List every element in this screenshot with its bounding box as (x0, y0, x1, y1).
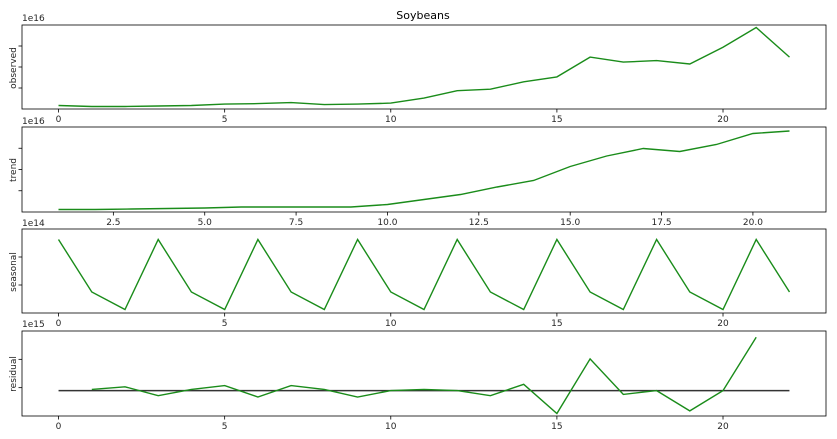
residual-xtick-label: 15 (551, 422, 562, 432)
seasonal-yticks (18, 256, 22, 286)
residual-xtick-label: 20 (717, 422, 729, 432)
trend-line (58, 130, 790, 211)
seasonal-xtick-label: 10 (385, 319, 397, 329)
seasonal-line (57, 238, 791, 311)
residual-xtick-label: 10 (385, 422, 397, 432)
residual-line (91, 336, 757, 415)
residual-xtick-label: 0 (56, 422, 62, 432)
trend-ylabel: trend (9, 158, 19, 182)
trend-xtick-label: 15.0 (560, 218, 580, 228)
seasonal-xtick-label: 0 (56, 319, 62, 329)
observed-plot-area (21, 24, 827, 110)
trend-xticks: 2.5 5.0 7.5 10.0 12.5 15.0 17.5 20.0 (106, 212, 763, 228)
observed-panel: 1e16 observed 0 5 10 15 20 (9, 14, 827, 125)
trend-xtick-label: 20.0 (743, 218, 763, 228)
residual-xticks: 0 5 10 15 20 (56, 416, 729, 432)
seasonal-xtick-label: 5 (222, 319, 228, 329)
trend-xtick-label: 2.5 (106, 218, 120, 228)
trend-panel: 1e16 trend 2.5 5.0 7.5 10.0 12.5 15.0 17.5 20.0 (9, 117, 827, 228)
seasonal-offset-label: 1e14 (22, 219, 45, 229)
trend-yticks (18, 147, 22, 192)
observed-yticks (18, 45, 22, 89)
observed-xticks: 0 5 10 15 20 (56, 109, 729, 125)
seasonal-xtick-label: 20 (717, 319, 729, 329)
trend-xtick-label: 17.5 (652, 218, 672, 228)
seasonal-xticks: 0 5 10 15 20 (56, 313, 729, 329)
seasonal-plot-area (21, 228, 827, 314)
observed-xtick-label: 10 (385, 115, 397, 125)
observed-offset-label: 1e16 (22, 14, 45, 24)
trend-xtick-label: 7.5 (289, 218, 303, 228)
residual-offset-label: 1e15 (22, 320, 45, 330)
seasonal-panel: 1e14 seasonal 0 5 10 15 20 (9, 219, 827, 329)
trend-xtick-label: 12.5 (469, 218, 489, 228)
observed-xtick-label: 5 (222, 115, 228, 125)
trend-offset-label: 1e16 (22, 117, 45, 127)
observed-line (58, 26, 790, 108)
observed-xtick-label: 0 (56, 115, 62, 125)
residual-plot-area (21, 330, 827, 417)
chart-title: Soybeans (396, 9, 450, 22)
observed-xtick-label: 20 (717, 115, 729, 125)
observed-ylabel: observed (9, 47, 19, 89)
seasonal-xtick-label: 15 (551, 319, 562, 329)
trend-xtick-label: 10.0 (377, 218, 397, 228)
residual-yticks (18, 358, 22, 389)
residual-ylabel: residual (9, 356, 19, 392)
residual-xtick-label: 5 (222, 422, 228, 432)
seasonal-ylabel: seasonal (9, 252, 19, 292)
trend-xtick-label: 5.0 (198, 218, 213, 228)
residual-panel: 1e15 residual 0 5 10 15 20 (9, 320, 827, 432)
observed-xtick-label: 15 (551, 115, 562, 125)
